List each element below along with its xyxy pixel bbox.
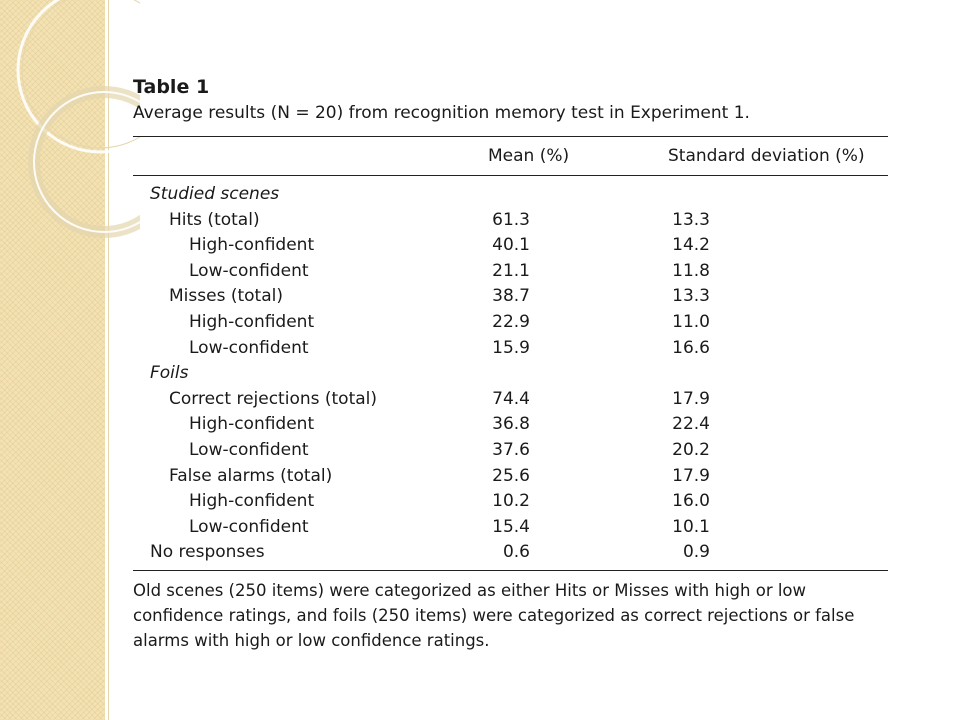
table-caption: Average results (N = 20) from recognitio… [133,103,750,123]
row-mean: 40.1 [492,235,530,256]
table-row: Correct rejections (total) 74.4 17.9 [133,387,888,413]
row-label: Low-confident [189,439,309,460]
table-row: Low-confident 37.6 20.2 [133,438,888,464]
row-mean: 15.4 [492,516,530,537]
row-mean: 37.6 [492,439,530,460]
table-row: High-confident 36.8 22.4 [133,412,888,438]
table-row: Low-confident 15.9 16.6 [133,336,888,362]
row-label: Misses (total) [169,286,283,307]
row-sd: 10.1 [672,516,710,537]
row-mean: 36.8 [492,414,530,435]
row-sd: 13.3 [672,286,710,307]
table-container: Table 1 Average results (N = 20) from re… [133,74,888,653]
table-row: False alarms (total) 25.6 17.9 [133,464,888,490]
row-label: High-confident [189,491,315,512]
table-row: High-confident 40.1 14.2 [133,233,888,259]
table-row: Misses (total) 38.7 13.3 [133,284,888,310]
row-mean: 25.6 [492,465,530,486]
table-row: Hits (total) 61.3 13.3 [133,208,888,234]
row-label: Hits (total) [169,209,260,230]
table-footnote: Old scenes (250 items) were categorized … [133,580,855,650]
row-label: No responses [150,542,265,563]
row-mean: 61.3 [492,209,530,230]
row-mean: 74.4 [492,388,530,409]
row-sd: 0.9 [682,542,710,563]
row-mean: 38.7 [492,286,530,307]
row-label: Low-confident [189,260,309,281]
side-band-divider [105,0,108,720]
row-label: High-confident [189,311,315,332]
decorative-rings [16,0,140,238]
row-sd: 16.0 [672,491,710,512]
table-body: Studied scenes Hits (total) 61.3 13.3 High-c… [133,176,888,570]
row-mean: 21.1 [492,260,530,281]
table-header-rule [133,175,888,176]
row-sd: 17.9 [672,465,710,486]
table-row: Studied scenes [133,182,888,208]
table-row: Low-confident 21.1 11.8 [133,259,888,285]
header-sd: Standard deviation (%) [668,146,865,166]
row-sd: 13.3 [672,209,710,230]
table-label: Table 1 [133,76,210,98]
table-row: Foils [133,361,888,387]
table-row: High-confident 10.2 16.0 [133,489,888,515]
table-header-row: Mean (%) Standard deviation (%) [133,137,888,175]
row-sd: 14.2 [672,235,710,256]
table-bottom-rule [133,569,888,571]
row-label: Low-confident [189,516,309,537]
table-row: Low-confident 15.4 10.1 [133,515,888,541]
row-label: High-confident [189,414,315,435]
row-mean: 0.6 [502,542,530,563]
row-sd: 11.8 [672,260,710,281]
table-row: High-confident 22.9 11.0 [133,310,888,336]
table-row: No responses 0.6 0.9 [133,540,888,566]
table-top-rule [133,136,888,137]
row-sd: 16.6 [672,337,710,358]
row-sd: 22.4 [672,414,710,435]
row-mean: 22.9 [492,311,530,332]
row-sd: 17.9 [672,388,710,409]
row-mean: 10.2 [492,491,530,512]
row-label: High-confident [189,235,315,256]
row-label: Correct rejections (total) [169,388,378,409]
row-label: Foils [150,363,189,384]
row-label: False alarms (total) [169,465,333,486]
row-sd: 11.0 [672,311,710,332]
side-band-edge [108,0,109,720]
row-sd: 20.2 [672,439,710,460]
row-mean: 15.9 [492,337,530,358]
row-label: Studied scenes [150,184,280,204]
header-mean: Mean (%) [488,146,570,166]
row-label: Low-confident [189,337,309,358]
